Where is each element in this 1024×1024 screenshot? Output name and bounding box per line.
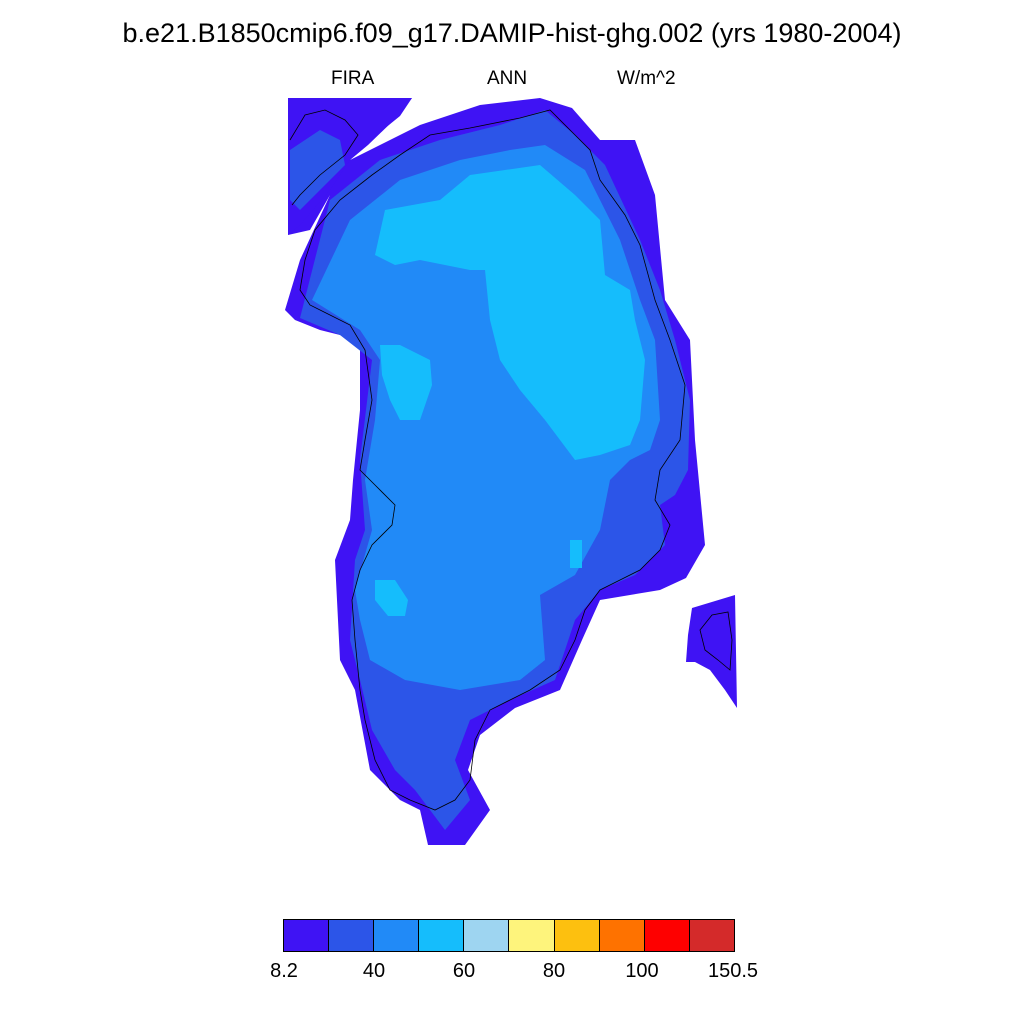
variable-label: FIRA [331,68,375,89]
map-title: b.e21.B1850cmip6.f09_g17.DAMIP-hist-ghg.… [122,18,902,48]
colorbar-tick-label: 100 [625,960,659,982]
colorbar-swatch [374,920,420,951]
colorbar-tick-label: 8.2 [270,960,298,982]
field-region-inner-spot [570,540,582,568]
field-region-inner-south [375,580,408,616]
colorbar-tick-label: 150.5 [707,960,759,982]
field-region-inner-west [380,345,432,420]
colorbar-swatch [464,920,510,951]
colorbar-swatch [284,920,330,951]
season-label: ANN [487,68,528,89]
field-region-inner [375,165,645,460]
coastline-main [299,109,686,811]
colorbar-swatch [644,920,690,951]
colorbar-tick-label: 80 [542,960,566,982]
coastline-northwest [289,109,359,206]
colorbar-swatch [554,920,600,951]
units-label: W/m^2 [617,68,676,89]
colorbar [283,919,735,952]
colorbar-swatch [689,920,734,951]
colorbar-swatch [599,920,645,951]
field-region-east-island [686,595,737,708]
coastline-east-island [699,611,733,671]
colorbar-swatch [419,920,465,951]
colorbar-swatch [509,920,555,951]
colorbar-tick-label: 40 [362,960,386,982]
field-layer [285,98,737,845]
colorbar-tick-label: 60 [452,960,476,982]
field-region-northwest-island-mid [290,130,345,210]
coastline-layer [289,109,733,811]
colorbar-swatch [329,920,375,951]
